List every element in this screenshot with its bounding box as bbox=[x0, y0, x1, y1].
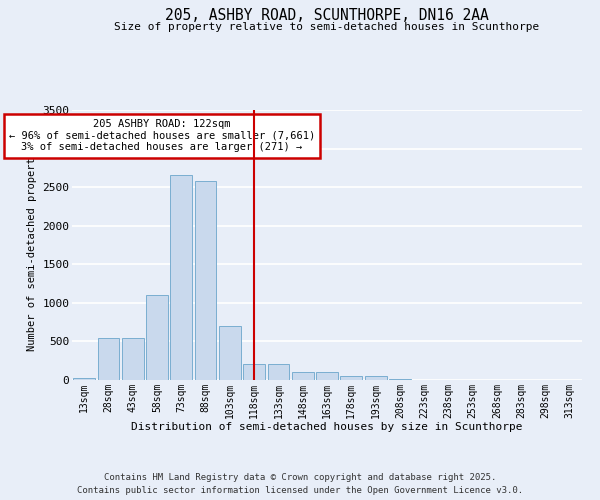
Text: Size of property relative to semi-detached houses in Scunthorpe: Size of property relative to semi-detach… bbox=[115, 22, 539, 32]
Bar bbox=[170, 175, 192, 380]
Bar bbox=[194, 181, 217, 380]
Text: 205, ASHBY ROAD, SCUNTHORPE, DN16 2AA: 205, ASHBY ROAD, SCUNTHORPE, DN16 2AA bbox=[165, 8, 489, 22]
Bar bbox=[292, 372, 314, 380]
Bar bbox=[365, 376, 386, 380]
Bar bbox=[243, 364, 265, 380]
Text: Contains public sector information licensed under the Open Government Licence v3: Contains public sector information licen… bbox=[77, 486, 523, 495]
Bar bbox=[146, 295, 168, 380]
Bar bbox=[73, 378, 95, 380]
Text: 205 ASHBY ROAD: 122sqm
← 96% of semi-detached houses are smaller (7,661)
3% of s: 205 ASHBY ROAD: 122sqm ← 96% of semi-det… bbox=[9, 120, 315, 152]
Y-axis label: Number of semi-detached properties: Number of semi-detached properties bbox=[26, 138, 37, 351]
Bar bbox=[97, 338, 119, 380]
Bar bbox=[268, 364, 289, 380]
Bar bbox=[219, 326, 241, 380]
Bar bbox=[340, 376, 362, 380]
Bar bbox=[122, 338, 143, 380]
Text: Distribution of semi-detached houses by size in Scunthorpe: Distribution of semi-detached houses by … bbox=[131, 422, 523, 432]
Bar bbox=[316, 372, 338, 380]
Text: Contains HM Land Registry data © Crown copyright and database right 2025.: Contains HM Land Registry data © Crown c… bbox=[104, 472, 496, 482]
Bar bbox=[389, 379, 411, 380]
